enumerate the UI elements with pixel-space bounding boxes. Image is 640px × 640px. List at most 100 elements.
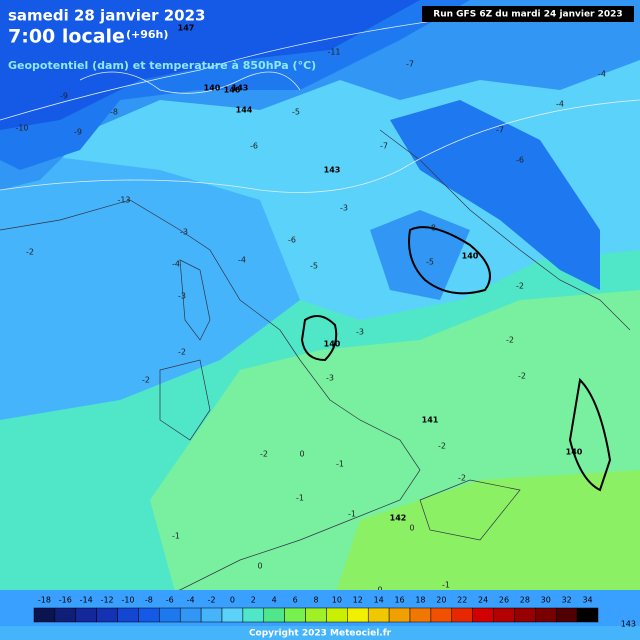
run-info: Run GFS 6Z du mardi 24 janvier 2023 (433, 10, 622, 20)
legend-label: 20 (436, 596, 446, 605)
temperature-label: -8 (428, 224, 436, 233)
temperature-label: -9 (60, 92, 68, 101)
legend-label: 0 (230, 596, 235, 605)
temperature-label: -1 (442, 581, 450, 590)
legend-label: -8 (145, 596, 153, 605)
legend-swatch (159, 607, 181, 623)
legend-label: -16 (59, 596, 72, 605)
temperature-label: -1 (172, 532, 180, 541)
contour-label: 147 (178, 24, 195, 33)
temperature-label: -2 (516, 282, 524, 291)
temperature-label: -13 (117, 196, 130, 205)
legend-label: 30 (541, 596, 551, 605)
legend-label: 4 (272, 596, 277, 605)
legend-label: -10 (121, 596, 134, 605)
legend-swatch (305, 607, 327, 623)
legend-label: 12 (353, 596, 363, 605)
contour-label: 143 (324, 166, 341, 175)
legend-swatch (555, 607, 578, 623)
legend-swatch (242, 607, 265, 623)
legend-label: -12 (101, 596, 114, 605)
legend-swatch (535, 607, 557, 623)
map-time: 7:00 locale (8, 26, 125, 48)
contour-label: 140 (462, 252, 479, 261)
temp-zone-warmer (330, 470, 640, 610)
legend-swatch (514, 607, 536, 623)
legend-swatch (54, 607, 77, 623)
legend-swatch (409, 607, 432, 623)
temperature-label: -9 (74, 128, 82, 137)
corner-value: 143 (621, 620, 636, 629)
legend-swatch (451, 607, 473, 623)
legend-label: -14 (80, 596, 93, 605)
legend-label: 10 (332, 596, 342, 605)
contour-label: 143 (232, 84, 249, 93)
contour-label: 140 (204, 84, 221, 93)
temperature-label: -5 (292, 108, 300, 117)
temperature-label: -4 (598, 70, 606, 79)
legend-swatch (138, 607, 160, 623)
temperature-label: 0 (409, 524, 414, 533)
legend-label: 16 (394, 596, 404, 605)
legend-label: -4 (187, 596, 195, 605)
temperature-label: -6 (516, 156, 524, 165)
legend-label: 6 (293, 596, 298, 605)
legend-label: 8 (313, 596, 318, 605)
temp-zone-coldest (0, 0, 420, 130)
map-date: samedi 28 janvier 2023 (8, 7, 205, 25)
map-parameter: Geopotentiel (dam) et temperature à 850h… (8, 59, 316, 72)
legend-swatch (33, 607, 56, 623)
copyright: Copyright 2023 Meteociel.fr (249, 629, 392, 639)
temperature-label: -2 (142, 376, 150, 385)
legend-label: 14 (374, 596, 384, 605)
contour-lines (0, 19, 640, 193)
temperature-label: -10 (15, 124, 28, 133)
temperature-label: -2 (178, 348, 186, 357)
legend-label: 22 (457, 596, 467, 605)
temperature-label: -2 (260, 450, 268, 459)
map-lead: (+96h) (126, 28, 168, 41)
temperature-label: -7 (380, 142, 388, 151)
temperature-label: -1 (296, 494, 304, 503)
temperature-label: -6 (288, 236, 296, 245)
legend-swatch (326, 607, 348, 623)
temperature-label: -2 (518, 372, 526, 381)
legend-swatch (347, 607, 369, 623)
legend-swatch (284, 607, 306, 623)
legend-label: 26 (499, 596, 509, 605)
legend-label: -18 (38, 596, 51, 605)
temperature-label: -8 (110, 108, 118, 117)
legend-swatch (179, 607, 202, 623)
temperature-label: -4 (238, 256, 246, 265)
legend-swatch (388, 607, 411, 623)
contour-label: 146 (224, 86, 241, 95)
temperature-label: -2 (438, 442, 446, 451)
legend-swatch (367, 607, 390, 623)
temperature-label: -4 (172, 260, 180, 269)
temperature-label: -7 (496, 126, 504, 135)
legend-swatch (263, 607, 285, 623)
legend-label: 34 (582, 596, 592, 605)
contour-label: 144 (236, 106, 253, 115)
temperature-label: -1 (348, 510, 356, 519)
temperature-label: -4 (556, 100, 564, 109)
legend-swatch (75, 607, 97, 623)
coastlines (0, 129, 631, 611)
temperature-label: -5 (310, 262, 318, 271)
legend-swatch (221, 607, 244, 623)
legend-label: -6 (166, 596, 174, 605)
legend-swatch (117, 607, 139, 623)
temperature-label: 0 (299, 450, 304, 459)
legend-swatch (472, 607, 494, 623)
temperature-label: -5 (426, 258, 434, 267)
temperature-label: -3 (178, 292, 186, 301)
legend-label: 28 (520, 596, 530, 605)
legend-swatch (430, 607, 453, 623)
contour-label: 142 (390, 514, 407, 523)
temperature-label: -3 (340, 204, 348, 213)
legend-label: 2 (251, 596, 256, 605)
temperature-label: -3 (326, 374, 334, 383)
contour-label: 140 (324, 340, 341, 349)
temperature-label: -3 (180, 228, 188, 237)
